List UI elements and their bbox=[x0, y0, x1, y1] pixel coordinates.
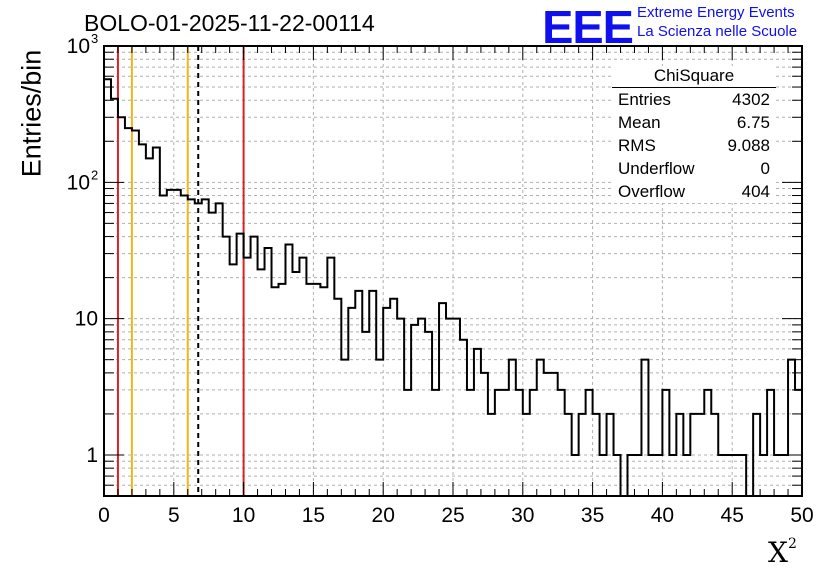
x-tick-label: 15 bbox=[302, 504, 325, 527]
x-tick-labels: 0 5 10 15 20 25 30 35 40 45 50 bbox=[98, 504, 814, 527]
logo-tagline-1: Extreme Energy Events bbox=[637, 4, 795, 21]
x-tick-label: 5 bbox=[168, 504, 180, 527]
stats-label: Mean bbox=[618, 113, 661, 132]
x-tick-label: 50 bbox=[790, 504, 813, 527]
y-tick-label-exponent: 2 bbox=[91, 167, 98, 182]
stats-value: 9.088 bbox=[727, 136, 770, 155]
stats-box: ChiSquare Entries 4302 Mean 6.75 RMS 9.0… bbox=[612, 66, 776, 203]
x-tick-label: 25 bbox=[441, 504, 464, 527]
x-tick-label: 0 bbox=[98, 504, 110, 527]
y-tick-label: 10 bbox=[67, 171, 90, 194]
y-tick-label-exponent: 3 bbox=[91, 31, 98, 46]
y-tick-label: 1 bbox=[86, 444, 98, 467]
y-axis-label: Entries/bin bbox=[16, 49, 47, 178]
stats-label: Underflow bbox=[618, 159, 695, 178]
stats-label: Entries bbox=[618, 90, 671, 109]
y-tick-label: 10 bbox=[67, 35, 90, 58]
x-tick-label: 45 bbox=[721, 504, 744, 527]
stats-row-entries: Entries 4302 bbox=[612, 88, 776, 111]
x-tick-label: 10 bbox=[232, 504, 255, 527]
stats-value: 404 bbox=[741, 182, 770, 201]
reference-lines bbox=[116, 46, 245, 496]
histogram-series bbox=[103, 78, 803, 497]
eee-logo: EEE bbox=[542, 1, 634, 53]
y-tick-label: 10 bbox=[75, 308, 98, 331]
x-axis-label-exponent: 2 bbox=[787, 535, 797, 552]
x-tick-label: 30 bbox=[511, 504, 534, 527]
stats-title: ChiSquare bbox=[612, 66, 776, 88]
axis-ticks bbox=[103, 46, 803, 497]
x-tick-label: 40 bbox=[651, 504, 674, 527]
x-axis-label-base: X bbox=[768, 536, 788, 569]
logo-tagline-2: La Scienza nelle Scuole bbox=[637, 23, 798, 40]
x-axis-label: X2 bbox=[768, 536, 797, 569]
stats-row-rms: RMS 9.088 bbox=[612, 134, 776, 157]
stats-value: 0 bbox=[760, 159, 770, 178]
x-tick-label: 20 bbox=[372, 504, 395, 527]
x-tick-label: 35 bbox=[581, 504, 604, 527]
stats-label: Overflow bbox=[618, 182, 686, 201]
stats-row-overflow: Overflow 404 bbox=[612, 180, 776, 203]
stats-label: RMS bbox=[618, 136, 656, 155]
stats-value: 4302 bbox=[732, 90, 770, 109]
chart-title: BOLO-01-2025-11-22-00114 bbox=[84, 10, 375, 36]
stats-value: 6.75 bbox=[736, 113, 770, 132]
stats-row-underflow: Underflow 0 bbox=[612, 157, 776, 180]
stats-row-mean: Mean 6.75 bbox=[612, 111, 776, 134]
